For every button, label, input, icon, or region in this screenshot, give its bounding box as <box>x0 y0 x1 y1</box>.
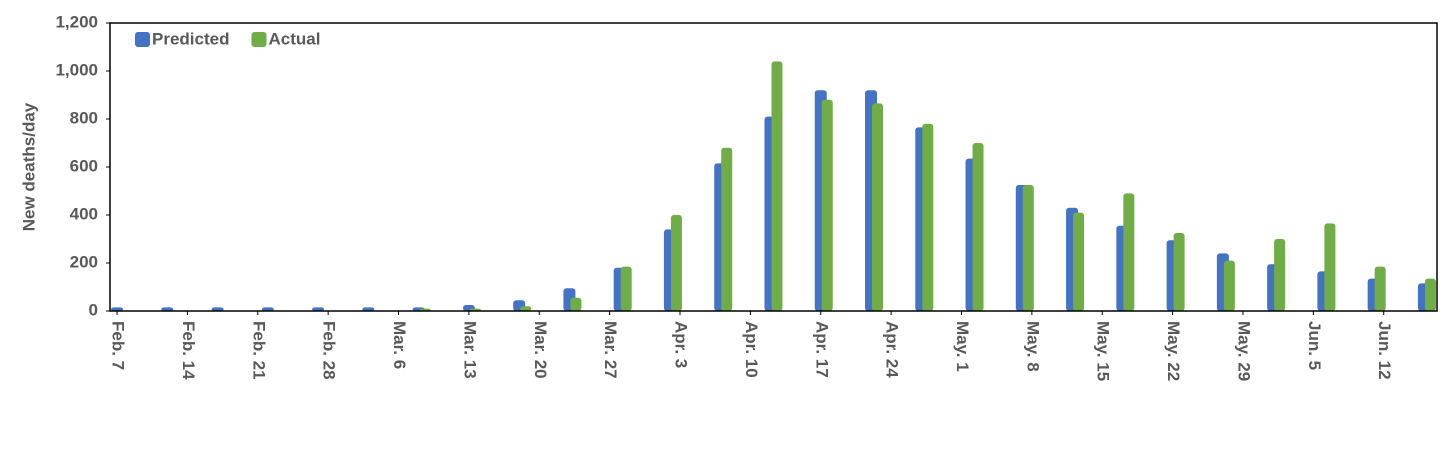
legend-label: Predicted <box>152 29 229 48</box>
y-tick-label: 200 <box>70 252 98 271</box>
y-tick-label: 800 <box>70 108 98 127</box>
bar <box>1073 212 1085 311</box>
bar <box>211 307 224 311</box>
bar <box>771 61 783 312</box>
bar <box>872 103 884 312</box>
bar <box>161 307 174 311</box>
y-tick-label: 600 <box>70 156 98 175</box>
y-tick-label: 400 <box>70 204 98 223</box>
x-tick-label: Feb. 28 <box>320 321 339 380</box>
x-tick-label: Mar. 27 <box>601 321 620 379</box>
x-tick-label: Jun. 5 <box>1305 321 1324 370</box>
x-tick-label: May. 22 <box>1164 321 1183 381</box>
plot-border <box>109 22 1438 312</box>
bar <box>1324 223 1336 311</box>
y-tick-label: 1,200 <box>55 12 98 31</box>
x-tick-label: May. 8 <box>1023 321 1042 372</box>
bar <box>570 297 582 311</box>
x-tick-label: Feb. 14 <box>179 321 198 380</box>
x-tick-label: May. 1 <box>953 321 972 372</box>
x-tick-label: Apr. 24 <box>883 321 902 378</box>
x-tick-label: Feb. 21 <box>249 321 268 380</box>
bar <box>1173 233 1185 311</box>
bar <box>1022 185 1034 311</box>
bar <box>922 123 934 311</box>
y-tick-label: 1,000 <box>55 60 98 79</box>
bar <box>362 307 375 311</box>
x-tick-label: Apr. 10 <box>742 321 761 378</box>
bar <box>1223 260 1235 311</box>
y-axis-label: New deaths/day <box>19 102 38 231</box>
bar <box>520 306 532 311</box>
bar <box>821 99 833 311</box>
legend-swatch <box>135 32 150 47</box>
bar <box>111 307 124 311</box>
x-tick-label: Mar. 13 <box>460 321 479 379</box>
bar <box>312 307 325 311</box>
bar <box>620 266 632 311</box>
legend-swatch <box>251 32 267 47</box>
y-tick-label: 0 <box>89 300 98 319</box>
bar <box>972 143 984 311</box>
x-tick-label: May. 29 <box>1234 321 1253 381</box>
bar <box>1274 239 1286 311</box>
x-tick-label: Apr. 3 <box>672 321 691 368</box>
x-tick-label: Feb. 7 <box>109 321 128 370</box>
bar <box>721 147 733 311</box>
x-tick-label: Mar. 20 <box>531 321 550 379</box>
bar <box>261 307 274 311</box>
x-tick-label: Apr. 17 <box>812 321 831 378</box>
bar <box>670 215 682 311</box>
x-tick-label: Jun. 12 <box>1375 321 1394 380</box>
x-tick-label: May. 15 <box>1094 321 1113 381</box>
bar <box>1374 266 1386 311</box>
bar <box>1123 193 1135 311</box>
legend-label: Actual <box>268 29 320 48</box>
x-tick-label: Mar. 6 <box>390 321 409 369</box>
bar <box>1424 278 1436 311</box>
